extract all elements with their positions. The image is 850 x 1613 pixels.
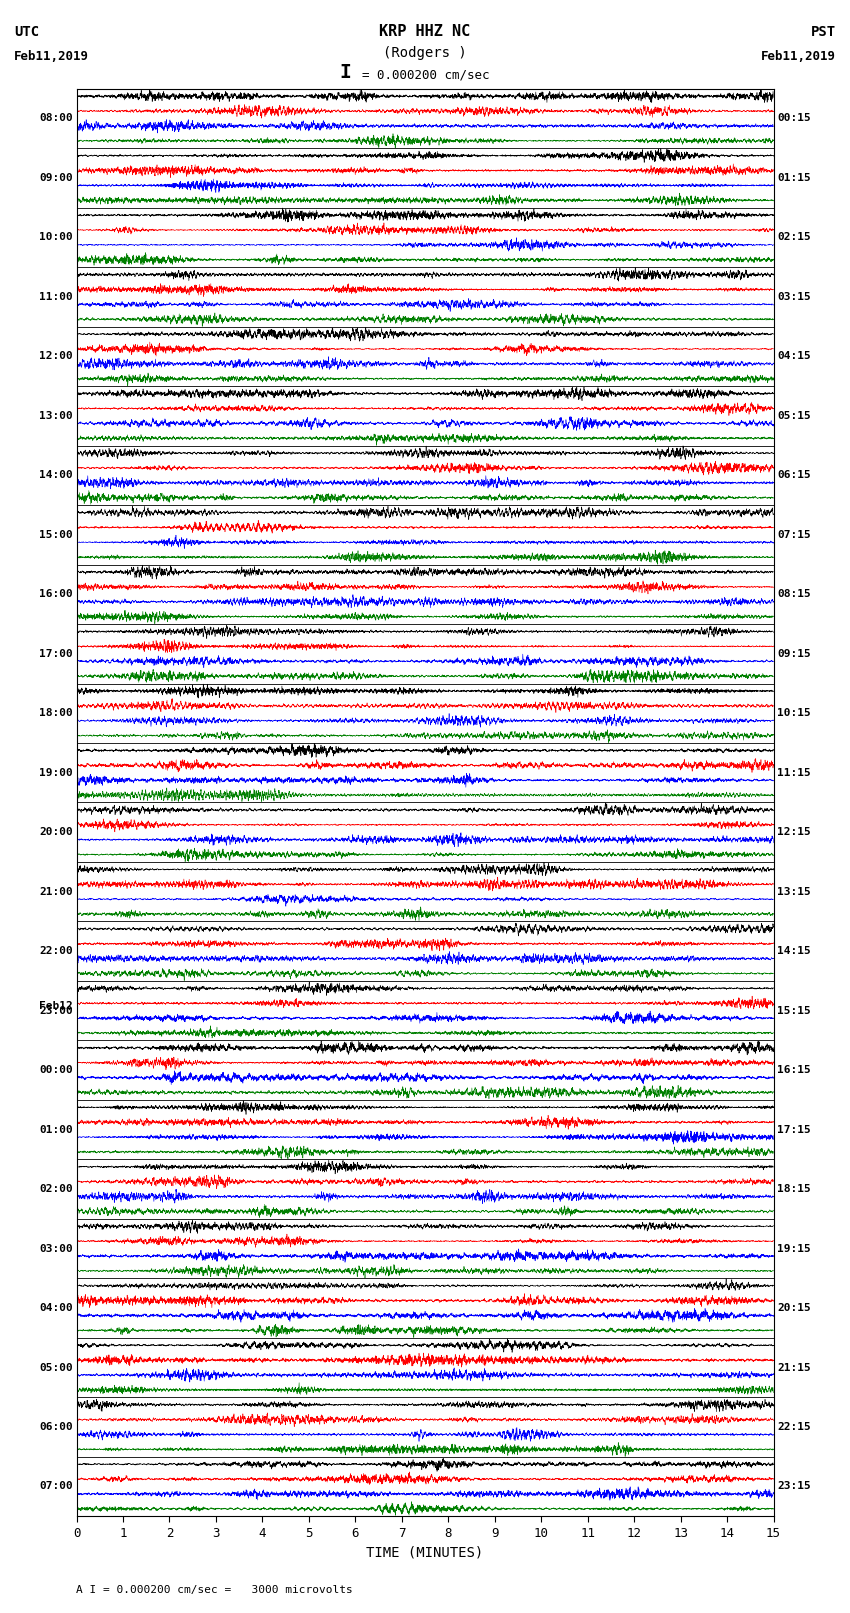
Text: 17:15: 17:15 [777,1124,811,1134]
Text: PST: PST [811,24,836,39]
Text: 21:00: 21:00 [39,887,73,897]
Text: KRP HHZ NC: KRP HHZ NC [379,24,471,39]
Text: 11:00: 11:00 [39,292,73,302]
Text: 06:15: 06:15 [777,471,811,481]
Text: 07:00: 07:00 [39,1481,73,1492]
Text: 14:15: 14:15 [777,947,811,957]
Text: 22:15: 22:15 [777,1423,811,1432]
Text: 08:15: 08:15 [777,589,811,600]
Text: 13:15: 13:15 [777,887,811,897]
Text: 13:00: 13:00 [39,411,73,421]
Text: 04:15: 04:15 [777,352,811,361]
Text: 15:00: 15:00 [39,529,73,540]
Text: 16:15: 16:15 [777,1065,811,1076]
Text: 10:00: 10:00 [39,232,73,242]
Text: 20:00: 20:00 [39,827,73,837]
Text: 02:15: 02:15 [777,232,811,242]
Text: 15:15: 15:15 [777,1005,811,1016]
Text: 08:00: 08:00 [39,113,73,124]
Text: 18:15: 18:15 [777,1184,811,1194]
Text: 03:00: 03:00 [39,1244,73,1253]
Text: 12:00: 12:00 [39,352,73,361]
Text: 10:15: 10:15 [777,708,811,718]
Text: UTC: UTC [14,24,39,39]
Text: 21:15: 21:15 [777,1363,811,1373]
Text: Feb11,2019: Feb11,2019 [762,50,836,63]
Text: 05:00: 05:00 [39,1363,73,1373]
Text: 14:00: 14:00 [39,471,73,481]
Text: 18:00: 18:00 [39,708,73,718]
Text: Feb12: Feb12 [39,1000,73,1011]
Text: Feb11,2019: Feb11,2019 [14,50,88,63]
Text: 11:15: 11:15 [777,768,811,777]
Text: 01:00: 01:00 [39,1124,73,1134]
Text: 22:00: 22:00 [39,947,73,957]
Text: 09:00: 09:00 [39,173,73,182]
Text: 19:15: 19:15 [777,1244,811,1253]
Text: 02:00: 02:00 [39,1184,73,1194]
Text: A I = 0.000200 cm/sec =   3000 microvolts: A I = 0.000200 cm/sec = 3000 microvolts [76,1584,354,1595]
Text: 09:15: 09:15 [777,648,811,658]
Text: I: I [339,63,351,82]
Text: 00:00: 00:00 [39,1065,73,1076]
Text: 01:15: 01:15 [777,173,811,182]
Text: (Rodgers ): (Rodgers ) [383,47,467,60]
Text: 23:00: 23:00 [39,1005,73,1016]
Text: 06:00: 06:00 [39,1423,73,1432]
Text: 07:15: 07:15 [777,529,811,540]
Text: 23:15: 23:15 [777,1481,811,1492]
Text: 00:15: 00:15 [777,113,811,124]
Text: 17:00: 17:00 [39,648,73,658]
Text: 19:00: 19:00 [39,768,73,777]
Text: 03:15: 03:15 [777,292,811,302]
Text: 05:15: 05:15 [777,411,811,421]
X-axis label: TIME (MINUTES): TIME (MINUTES) [366,1545,484,1560]
Text: 20:15: 20:15 [777,1303,811,1313]
Text: 12:15: 12:15 [777,827,811,837]
Text: 04:00: 04:00 [39,1303,73,1313]
Text: = 0.000200 cm/sec: = 0.000200 cm/sec [362,69,490,82]
Text: 16:00: 16:00 [39,589,73,600]
